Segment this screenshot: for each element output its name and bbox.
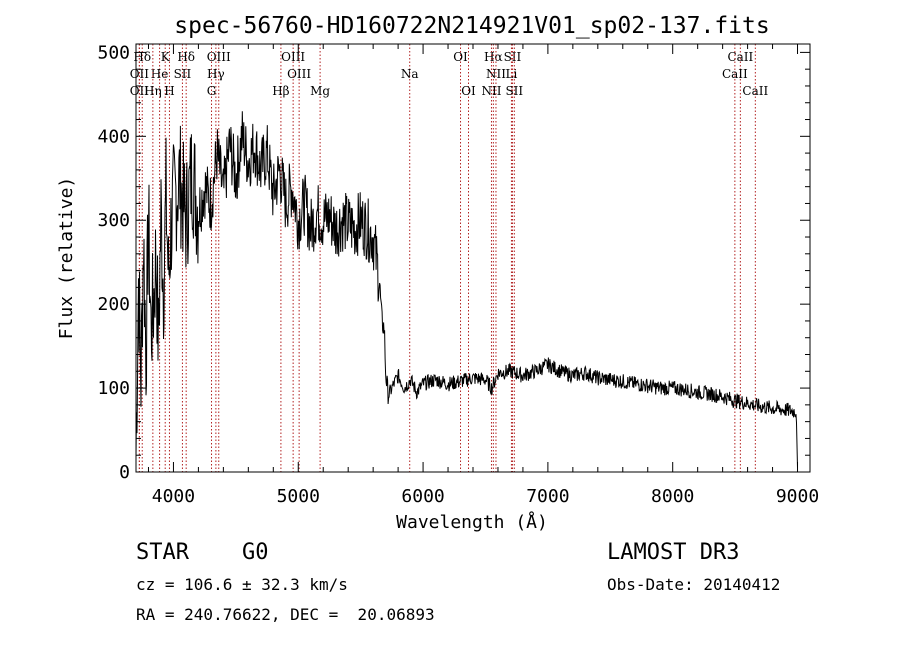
spectral-line-label: CaII [727,50,753,64]
x-tick-label: 4000 [152,486,195,507]
coordinates: RA = 240.76622, DEC = 20.06893 [136,605,435,624]
x-axis-label: Wavelength (Å) [396,511,548,533]
spectral-line-label: H [164,84,174,98]
y-axis: 0 100 200 300 400 500 [97,42,810,483]
spectral-line-label: Hγ [207,67,225,81]
chart-title: spec-56760-HD160722N214921V01_sp02-137.f… [174,13,769,39]
spectral-line-label: NII [481,84,501,98]
spectral-line-label: OIII [207,50,231,64]
spectral-line-label: OIII [287,67,311,81]
spectral-line-label: Hβ [272,84,289,98]
plot-frame [135,43,811,473]
spectral-line-label: CaII [742,84,768,98]
spectral-line-label: Na [401,67,419,81]
x-tick-label: 8000 [651,486,694,507]
spectral-line-label: Hη [144,84,162,98]
spectral-line-label: SII [505,84,523,98]
x-axis: 4000 5000 6000 7000 8000 9000 [147,44,819,507]
spectral-line-label: Mg [310,84,330,98]
y-axis-label: Flux (relative) [56,177,77,340]
object-subclass: G0 [242,540,269,565]
spectral-line-label: Hα [484,50,503,64]
y-tick-label: 100 [97,378,130,399]
spectral-line-label: NII [486,67,506,81]
object-class: STAR [136,540,189,565]
spectral-line-label: He [151,67,169,81]
y-tick-label: 500 [97,42,130,63]
flux-series-line [135,111,798,468]
observation-date: Obs-Date: 20140412 [607,575,781,594]
spectral-line-label: SII [504,50,522,64]
y-tick-label: 400 [97,126,130,147]
x-tick-label: 7000 [526,486,569,507]
spectral-line-label: G [207,84,217,98]
spectral-line-label: Hδ [133,50,151,64]
spectral-line-label: OIII [281,50,305,64]
survey-name: LAMOST DR3 [607,540,740,565]
y-tick-label: 300 [97,210,130,231]
spectral-line-label: OII [130,67,150,81]
spectral-line-label: OI [453,50,468,64]
spectral-line-label: Hδ [177,50,195,64]
y-tick-label: 200 [97,294,130,315]
spectral-line-label: K [161,50,171,64]
y-tick-label: 0 [119,462,130,483]
x-tick-label: 6000 [401,486,444,507]
spectral-line-label: Li [506,67,518,81]
spectral-line-label: SII [174,67,192,81]
x-tick-label: 5000 [277,486,320,507]
spectral-line-label: OI [461,84,476,98]
x-tick-label: 9000 [776,486,819,507]
spectral-line-label: OII [130,84,150,98]
redshift-cz: cz = 106.6 ± 32.3 km/s [136,575,348,594]
spectral-line-label: CaII [722,67,748,81]
